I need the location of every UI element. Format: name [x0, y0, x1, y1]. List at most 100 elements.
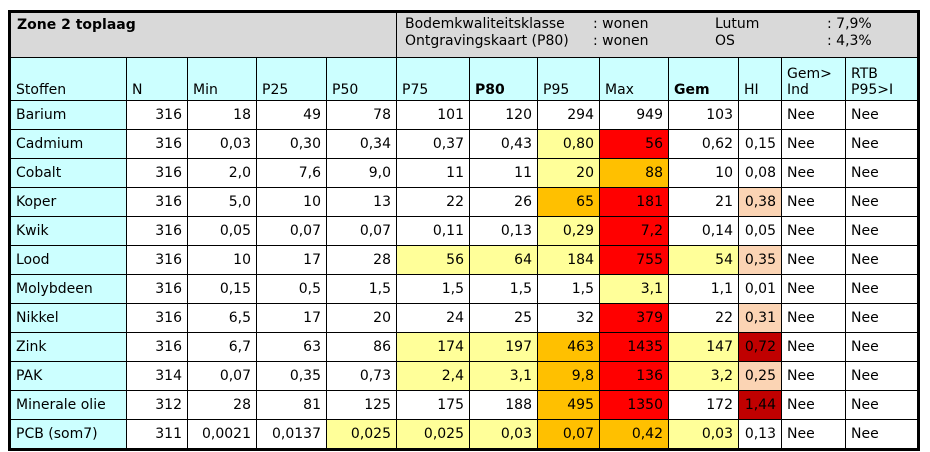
table-cell: 3,2 [668, 361, 739, 391]
table-cell: 0,14 [668, 216, 739, 246]
table-cell: 0,07 [187, 361, 257, 391]
table-cell: 184 [537, 245, 600, 275]
table-cell: Nee [845, 332, 920, 362]
table-cell: 175 [396, 390, 470, 420]
title-row: Zone 2 toplaag Bodemkwaliteitsklasse : w… [8, 10, 920, 58]
table-cell [738, 100, 782, 130]
table-cell: 56 [599, 129, 669, 159]
table-cell: 20 [537, 158, 600, 188]
table-cell: Nee [781, 361, 846, 391]
table-cell: 0,13 [469, 216, 538, 246]
table-cell: 2,4 [396, 361, 470, 391]
table-cell: 103 [668, 100, 739, 130]
zone-title: Zone 2 toplaag [8, 10, 397, 58]
table-cell: Nee [781, 158, 846, 188]
table-cell: 11 [469, 158, 538, 188]
table-cell: 101 [396, 100, 470, 130]
table-cell: 755 [599, 245, 669, 275]
table-cell: 0,07 [326, 216, 397, 246]
table-cell: 0,5 [256, 274, 327, 304]
info-label: Lutum [715, 16, 760, 32]
info-label: OS [715, 33, 735, 49]
table-cell: Nee [845, 158, 920, 188]
table-cell: 0,03 [187, 129, 257, 159]
table-cell: 0,03 [469, 419, 538, 451]
table-cell: 136 [599, 361, 669, 391]
table-row: Minerale olie 312 28 81 125 175 188 495 1350 172 1… [8, 390, 920, 420]
table-cell: 0,80 [537, 129, 600, 159]
substance-name: Zink [8, 332, 127, 362]
table-cell: 0,42 [599, 419, 669, 451]
table-cell: 197 [469, 332, 538, 362]
column-header: HI [738, 57, 782, 101]
table-cell: 379 [599, 303, 669, 333]
table-row: Molybdeen 316 0,15 0,5 1,5 1,5 1,5 1,5 3,1 1,1 0,0… [8, 274, 920, 304]
table-row: Cobalt 316 2,0 7,6 9,0 11 11 20 88 10 0,08 Nee Nee [8, 158, 920, 188]
table-cell: 65 [537, 187, 600, 217]
table-cell: Nee [845, 245, 920, 275]
table-cell: Nee [845, 100, 920, 130]
table-cell: Nee [845, 419, 920, 451]
substance-name: Nikkel [8, 303, 127, 333]
table-cell: 11 [396, 158, 470, 188]
table-cell: 314 [126, 361, 188, 391]
table-cell: 147 [668, 332, 739, 362]
substance-name: PAK [8, 361, 127, 391]
table-cell: 0,43 [469, 129, 538, 159]
table-row: Kwik 316 0,05 0,07 0,07 0,11 0,13 0,29 7,2 0,14 0,… [8, 216, 920, 246]
table-cell: 0,07 [256, 216, 327, 246]
column-header: RTB P95>I [845, 57, 920, 101]
substance-name: Kwik [8, 216, 127, 246]
table-cell: 0,11 [396, 216, 470, 246]
column-header: Gem [668, 57, 739, 101]
table-cell: 7,2 [599, 216, 669, 246]
table-cell: 88 [599, 158, 669, 188]
substance-name: Lood [8, 245, 127, 275]
table-cell: 32 [537, 303, 600, 333]
table-cell: 0,15 [738, 129, 782, 159]
table-cell: 312 [126, 390, 188, 420]
table-cell: 56 [396, 245, 470, 275]
table-cell: 0,025 [396, 419, 470, 451]
soil-quality-table: Zone 2 toplaag Bodemkwaliteitsklasse : w… [8, 10, 920, 451]
table-cell: 188 [469, 390, 538, 420]
table-cell: 316 [126, 216, 188, 246]
info-value: : wonen [593, 16, 649, 32]
table-cell: 3,1 [599, 274, 669, 304]
table-cell: 495 [537, 390, 600, 420]
table-cell: 1,5 [537, 274, 600, 304]
header-row: Stoffen N Min P25 P50 P75 P80 P95 Max Gem HI Gem> I… [8, 57, 920, 101]
table-cell: 0,35 [256, 361, 327, 391]
table-cell: 949 [599, 100, 669, 130]
table-cell: 49 [256, 100, 327, 130]
table-cell: 10 [187, 245, 257, 275]
table-row: PAK 314 0,07 0,35 0,73 2,4 3,1 9,8 136 3,2 0,25 Nee… [8, 361, 920, 391]
table-cell: 54 [668, 245, 739, 275]
table-cell: 18 [187, 100, 257, 130]
column-header: N [126, 57, 188, 101]
table-cell: 22 [668, 303, 739, 333]
table-cell: Nee [781, 303, 846, 333]
table-cell: 28 [187, 390, 257, 420]
substance-name: PCB (som7) [8, 419, 127, 451]
table-cell: 316 [126, 274, 188, 304]
table-cell: Nee [845, 274, 920, 304]
table-cell: 172 [668, 390, 739, 420]
table-cell: 64 [469, 245, 538, 275]
table-cell: 63 [256, 332, 327, 362]
table-cell: 1,5 [326, 274, 397, 304]
table-cell: 0,025 [326, 419, 397, 451]
table-cell: Nee [781, 187, 846, 217]
table-cell: 316 [126, 158, 188, 188]
table-cell: 9,8 [537, 361, 600, 391]
table-cell: 22 [396, 187, 470, 217]
table-cell: 21 [668, 187, 739, 217]
table-cell: 0,07 [537, 419, 600, 451]
column-header: P95 [537, 57, 600, 101]
table-cell: 0,13 [738, 419, 782, 451]
table-cell: Nee [781, 419, 846, 451]
table-cell: 1,1 [668, 274, 739, 304]
table-cell: 5,0 [187, 187, 257, 217]
table-cell: 0,03 [668, 419, 739, 451]
table-cell: 0,25 [738, 361, 782, 391]
